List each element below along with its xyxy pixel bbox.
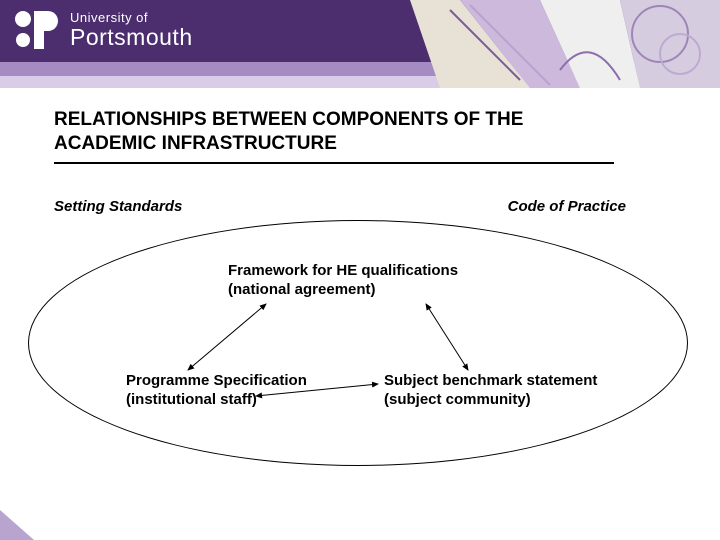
node-programme: Programme Specification (institutional s… — [126, 372, 346, 410]
collage-art — [410, 0, 720, 88]
node-benchmark: Subject benchmark statement (subject com… — [384, 372, 644, 410]
label-code-of-practice: Code of Practice — [508, 198, 626, 215]
corner-triangle-icon — [0, 510, 34, 540]
diagram-ellipse — [28, 220, 688, 466]
university-logo: University of Portsmouth — [14, 10, 193, 50]
node-programme-line1: Programme Specification — [126, 372, 346, 391]
node-framework: Framework for HE qualifications (nationa… — [228, 262, 518, 300]
logo-mark-icon — [14, 10, 60, 50]
node-benchmark-line1: Subject benchmark statement — [384, 372, 644, 391]
node-programme-line2: (institutional staff) — [126, 391, 346, 410]
node-benchmark-line2: (subject community) — [384, 391, 644, 410]
node-framework-line2: (national agreement) — [228, 281, 518, 300]
header-band: University of Portsmouth — [0, 0, 720, 88]
node-framework-line1: Framework for HE qualifications — [228, 262, 518, 281]
logo-line1: University of — [70, 11, 193, 25]
logo-line2: Portsmouth — [70, 25, 193, 49]
logo-text: University of Portsmouth — [70, 11, 193, 49]
slide-title: RELATIONSHIPS BETWEEN COMPONENTS OF THE … — [54, 108, 614, 164]
label-setting-standards: Setting Standards — [54, 198, 182, 215]
header-collage — [410, 0, 720, 88]
outer-labels-row: Setting Standards Code of Practice — [54, 198, 666, 222]
relationships-diagram: Framework for HE qualifications (nationa… — [28, 220, 688, 490]
slide-content: RELATIONSHIPS BETWEEN COMPONENTS OF THE … — [54, 108, 666, 164]
